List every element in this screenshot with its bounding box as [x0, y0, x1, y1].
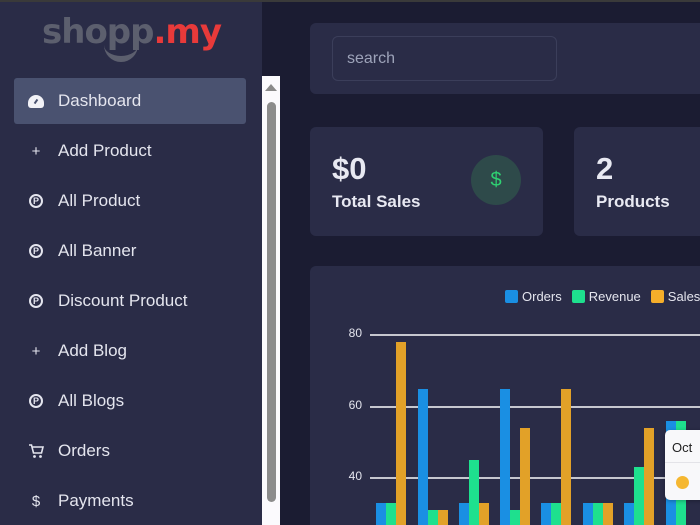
bar-orders[interactable] — [418, 388, 428, 525]
legend-swatch-revenue — [571, 290, 585, 303]
legend-swatch-sales — [650, 290, 664, 303]
search-panel — [310, 23, 700, 94]
bar-revenue[interactable] — [469, 459, 479, 525]
sidebar-nav: Dashboard + Add Product P All Product P … — [14, 78, 246, 525]
products-label: Products — [596, 192, 670, 211]
bar-series — [310, 266, 700, 525]
tooltip-label: Oct — [665, 430, 700, 463]
legend-revenue[interactable]: Revenue — [571, 289, 641, 304]
total-sales-value: $0 — [332, 151, 367, 186]
plus-icon: + — [31, 342, 41, 360]
bar-sales[interactable] — [479, 502, 489, 525]
bar-sales[interactable] — [644, 427, 654, 525]
scrollbar-thumb[interactable] — [267, 102, 276, 502]
bar-sales[interactable] — [561, 388, 571, 525]
sidebar-item-label: Orders — [58, 441, 110, 460]
bar-revenue[interactable] — [634, 467, 644, 525]
y-tick-label: 80 — [348, 326, 362, 340]
bar-revenue[interactable] — [386, 502, 396, 525]
chart-legend: Orders Revenue Sales — [505, 289, 700, 304]
scroll-up-arrow-icon[interactable] — [265, 84, 277, 91]
bar-orders[interactable] — [541, 502, 551, 525]
bar-orders[interactable] — [459, 502, 469, 525]
legend-sales[interactable]: Sales — [650, 289, 700, 304]
total-sales-label: Total Sales — [332, 192, 421, 211]
tooltip-series-dot — [676, 476, 689, 489]
dollar-icon: $ — [31, 492, 41, 510]
dashboard-gauge-icon — [28, 93, 44, 109]
bar-sales[interactable] — [603, 502, 613, 525]
total-sales-card: $0 Total Sales $ — [310, 127, 543, 236]
brand-logo[interactable]: shopp.my — [40, 12, 240, 68]
logo-smile-icon — [104, 40, 138, 62]
sidebar-item-all-product[interactable]: P All Product — [14, 178, 246, 224]
gridline — [370, 477, 700, 479]
sidebar-item-label: Dashboard — [58, 91, 142, 110]
circle-p-icon: P — [28, 243, 44, 259]
sidebar-item-dashboard[interactable]: Dashboard — [14, 78, 246, 124]
sidebar-item-discount-product[interactable]: P Discount Product — [14, 278, 246, 324]
bar-sales[interactable] — [438, 509, 448, 525]
logo-text-my: .my — [153, 12, 222, 52]
circle-p-icon: P — [28, 393, 44, 409]
y-tick-label: 60 — [348, 398, 362, 412]
legend-orders[interactable]: Orders — [505, 289, 562, 304]
bar-revenue[interactable] — [551, 502, 561, 525]
sidebar-item-payments[interactable]: $ Payments — [14, 478, 246, 524]
sidebar-item-all-blogs[interactable]: P All Blogs — [14, 378, 246, 424]
gridline — [370, 334, 700, 336]
bar-sales[interactable] — [520, 427, 530, 525]
bar-orders[interactable] — [624, 502, 634, 525]
circle-p-icon: P — [28, 193, 44, 209]
sidebar-item-label: Add Product — [58, 141, 152, 160]
sidebar: shopp.my Dashboard + Add Product P All P… — [0, 2, 262, 525]
bar-revenue[interactable] — [428, 509, 438, 525]
stats-chart: Orders Revenue Sales 80 60 40 Oct — [310, 266, 700, 525]
sidebar-item-add-blog[interactable]: + Add Blog — [14, 328, 246, 374]
bar-revenue[interactable] — [593, 502, 603, 525]
sidebar-item-orders[interactable]: Orders — [14, 428, 246, 474]
dollar-icon: $ — [471, 155, 521, 205]
circle-p-icon: P — [28, 293, 44, 309]
sidebar-item-add-product[interactable]: + Add Product — [14, 128, 246, 174]
sidebar-item-all-banner[interactable]: P All Banner — [14, 228, 246, 274]
bar-revenue[interactable] — [510, 509, 520, 525]
chart-tooltip: Oct — [665, 430, 700, 500]
products-value: 2 — [596, 151, 614, 186]
sidebar-item-label: Discount Product — [58, 291, 188, 310]
sidebar-scrollbar[interactable] — [262, 76, 280, 525]
sidebar-item-label: All Product — [58, 191, 141, 210]
gridline — [370, 406, 700, 408]
y-tick-label: 40 — [348, 469, 362, 483]
legend-swatch-orders — [505, 290, 518, 303]
sidebar-item-label: Payments — [58, 491, 134, 510]
bar-orders[interactable] — [500, 388, 510, 525]
bar-sales[interactable] — [396, 342, 406, 525]
sidebar-item-label: All Banner — [58, 241, 137, 260]
bar-orders[interactable] — [583, 502, 593, 525]
products-card: 2 Products — [574, 127, 700, 236]
window-top-border — [0, 0, 700, 2]
cart-icon — [28, 443, 44, 459]
plus-icon: + — [31, 142, 41, 160]
search-input[interactable] — [332, 36, 557, 81]
bar-orders[interactable] — [376, 502, 386, 525]
sidebar-item-label: All Blogs — [58, 391, 125, 410]
sidebar-item-label: Add Blog — [58, 341, 127, 360]
